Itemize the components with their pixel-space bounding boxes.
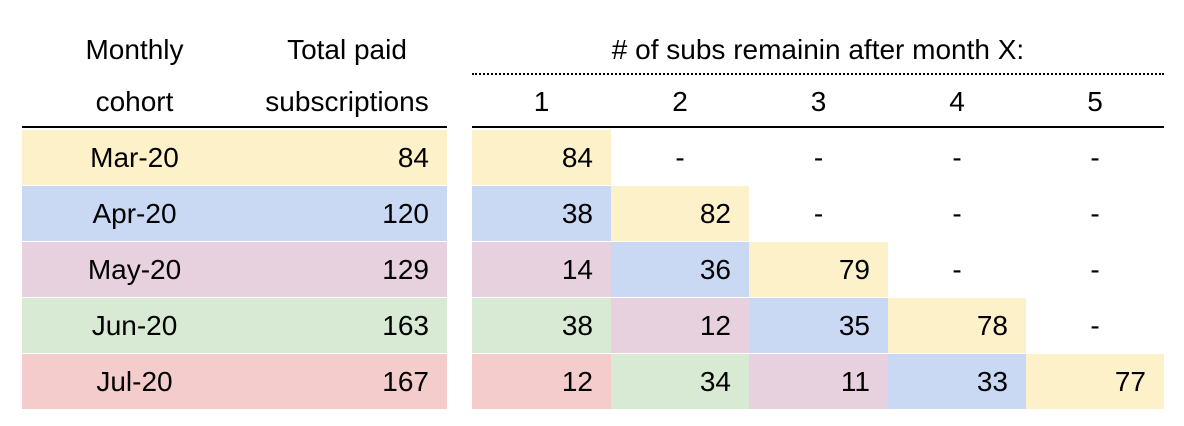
retention-cell: - [1090, 254, 1100, 285]
retention-cell: 77 [1026, 354, 1164, 409]
cohort-label: Mar-20 [22, 130, 247, 185]
retention-cell: - [952, 254, 962, 285]
retention-cell: 38 [472, 298, 611, 353]
retention-cell: 35 [749, 298, 888, 353]
retention-cell: - [675, 142, 685, 173]
group-header: # of subs remainin after month X: [611, 34, 1025, 65]
cohort-label: May-20 [22, 242, 247, 297]
month-header-5: 5 [1087, 86, 1103, 117]
total-header-line2: subscriptions [265, 86, 429, 117]
retention-cell: 36 [611, 242, 749, 297]
retention-cell: - [952, 198, 962, 229]
total-cell: 84 [247, 130, 447, 185]
cohort-label: Jul-20 [22, 354, 247, 409]
retention-cell: 12 [611, 298, 749, 353]
retention-cell: 11 [749, 354, 888, 409]
header-rule-left [22, 126, 447, 128]
retention-cell: - [813, 142, 824, 173]
month-header-1: 1 [533, 86, 550, 117]
cohort-header-line2: cohort [95, 86, 174, 117]
total-cell: 129 [247, 242, 447, 297]
retention-cell: 14 [472, 242, 611, 297]
retention-cell: 78 [888, 298, 1026, 353]
total-header-line1: Total paid [287, 34, 407, 65]
retention-cell: - [1090, 142, 1100, 173]
retention-cell: - [952, 142, 962, 173]
retention-cell: 84 [472, 130, 611, 185]
cohort-label: Apr-20 [22, 186, 247, 241]
retention-cell: 38 [472, 186, 611, 241]
header-rule-right [472, 126, 1164, 128]
retention-cell: - [1090, 310, 1100, 341]
retention-cell: - [1090, 198, 1100, 229]
retention-cell: - [813, 198, 824, 229]
month-header-3: 3 [810, 86, 827, 117]
retention-cell: 82 [611, 186, 749, 241]
total-cell: 163 [247, 298, 447, 353]
month-header-2: 2 [672, 86, 688, 117]
total-cell: 167 [247, 354, 447, 409]
cohort-header-line1: Monthly [85, 34, 184, 65]
total-cell: 120 [247, 186, 447, 241]
group-header-divider [472, 73, 1164, 75]
month-header-4: 4 [949, 86, 965, 117]
retention-cell: 12 [472, 354, 611, 409]
retention-cell: 79 [749, 242, 888, 297]
retention-cell: 33 [888, 354, 1026, 409]
cohort-label: Jun-20 [22, 298, 247, 353]
retention-cell: 34 [611, 354, 749, 409]
